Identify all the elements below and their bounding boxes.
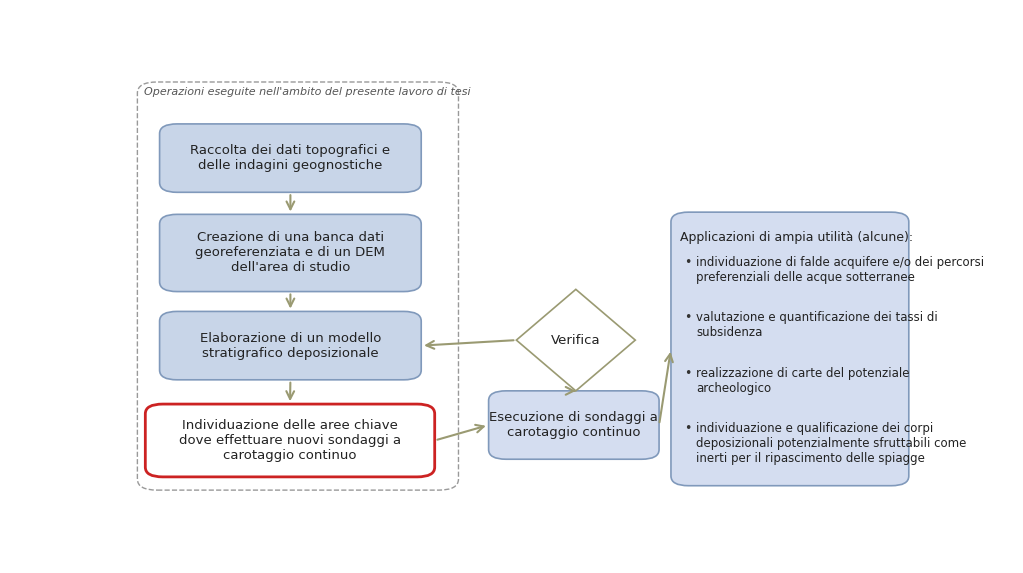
FancyBboxPatch shape <box>489 391 659 459</box>
FancyBboxPatch shape <box>671 212 908 486</box>
Text: valutazione e quantificazione dei tassi di
subsidenza: valutazione e quantificazione dei tassi … <box>697 311 938 339</box>
Text: individuazione e qualificazione dei corpi
deposizionali potenzialmente sfruttabi: individuazione e qualificazione dei corp… <box>697 422 967 465</box>
Text: individuazione di falde acquifere e/o dei percorsi
preferenziali delle acque sot: individuazione di falde acquifere e/o de… <box>697 256 984 284</box>
Text: •: • <box>683 367 691 379</box>
Polygon shape <box>517 289 635 391</box>
FancyBboxPatch shape <box>137 82 458 490</box>
FancyBboxPatch shape <box>160 312 421 380</box>
Text: Elaborazione di un modello
stratigrafico deposizionale: Elaborazione di un modello stratigrafico… <box>199 332 382 360</box>
Text: Applicazioni di ampia utilità (alcune):: Applicazioni di ampia utilità (alcune): <box>680 231 914 244</box>
Text: Operazioni eseguite nell'ambito del presente lavoro di tesi: Operazioni eseguite nell'ambito del pres… <box>143 87 471 97</box>
Text: realizzazione di carte del potenziale
archeologico: realizzazione di carte del potenziale ar… <box>697 367 909 395</box>
Text: •: • <box>683 422 691 435</box>
Text: Creazione di una banca dati
georeferenziata e di un DEM
dell'area di studio: Creazione di una banca dati georeferenzi… <box>195 231 386 274</box>
Text: •: • <box>683 311 691 324</box>
Text: Individuazione delle aree chiave
dove effettuare nuovi sondaggi a
carotaggio con: Individuazione delle aree chiave dove ef… <box>179 419 401 462</box>
Text: Raccolta dei dati topografici e
delle indagini geognostiche: Raccolta dei dati topografici e delle in… <box>190 144 391 172</box>
FancyBboxPatch shape <box>160 214 421 292</box>
FancyBboxPatch shape <box>145 404 435 477</box>
FancyBboxPatch shape <box>160 124 421 193</box>
Text: Esecuzione di sondaggi a
carotaggio continuo: Esecuzione di sondaggi a carotaggio cont… <box>489 411 658 439</box>
Text: Verifica: Verifica <box>551 333 601 347</box>
Text: •: • <box>683 256 691 269</box>
